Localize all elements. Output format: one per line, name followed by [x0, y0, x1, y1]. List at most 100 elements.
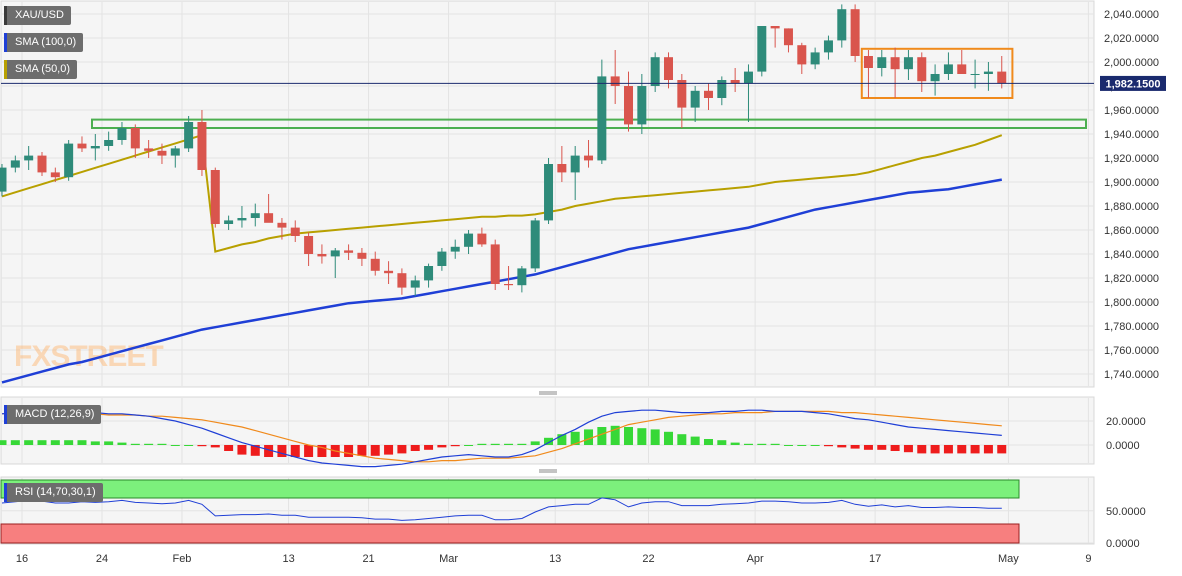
macd-histogram-bar [0, 440, 7, 445]
candle-body [437, 251, 447, 266]
macd-histogram-bar [877, 445, 887, 450]
macd-histogram-bar [983, 445, 993, 454]
sma100-legend[interactable]: SMA (100,0) [4, 33, 84, 52]
macd-histogram-bar [477, 443, 487, 445]
candle-body [210, 170, 220, 224]
macd-histogram-bar [903, 445, 913, 453]
macd-histogram-bar [304, 445, 314, 457]
macd-histogram-bar [610, 425, 620, 445]
price-tick-label: 1,900.0000 [1104, 177, 1159, 189]
rsi-oversold-zone [0, 523, 1020, 544]
macd-histogram-bar [797, 445, 807, 446]
macd-histogram-bar [517, 443, 527, 445]
macd-pane [0, 396, 1095, 465]
macd-histogram-bar [717, 440, 727, 445]
candle-body [610, 76, 620, 86]
macd-histogram-bar [410, 445, 420, 451]
candle-body [757, 26, 767, 72]
candle-body [624, 86, 634, 125]
macd-histogram-bar [10, 440, 20, 445]
macd-histogram-bar [837, 445, 847, 448]
symbol-label[interactable]: XAU/USD [4, 6, 71, 25]
macd-histogram-bar [504, 443, 514, 445]
candle-body [770, 26, 780, 29]
rsi-tick-label: 50.0000 [1106, 506, 1146, 518]
rsi-legend[interactable]: RSI (14,70,30,1) [4, 483, 103, 502]
candle-body [37, 155, 47, 173]
price-tick-label: 1,860.0000 [1104, 225, 1159, 237]
sma-layer [1, 133, 1003, 384]
macd-histogram-bar [64, 440, 74, 445]
macd-histogram-bar [850, 445, 860, 449]
candle-body [250, 213, 260, 218]
rsi-overbought-zone [0, 479, 1020, 499]
candles [0, 4, 1007, 296]
candle-body [157, 150, 167, 156]
candle-body [690, 90, 700, 108]
symbol-text: XAU/USD [15, 9, 64, 21]
macd-histogram-bar [104, 441, 114, 445]
time-tick-label: 17 [869, 553, 881, 565]
price-tick-label: 1,960.0000 [1104, 105, 1159, 117]
candle-body [224, 220, 234, 224]
macd-histogram-bar [970, 445, 980, 454]
macd-histogram-bar [90, 441, 100, 445]
candle-body [410, 280, 420, 288]
time-tick-label: Feb [172, 553, 191, 565]
candle-body [650, 57, 660, 86]
macd-histogram-bar [943, 445, 953, 454]
candle-body [584, 155, 594, 161]
macd-histogram-bar [170, 445, 180, 446]
candle-body [370, 258, 380, 271]
candle-body [90, 146, 100, 149]
macd-histogram-bar [703, 439, 713, 445]
macd-histogram-bar [823, 445, 833, 447]
price-tick-label: 1,840.0000 [1104, 249, 1159, 261]
macd-histogram-bar [24, 440, 34, 445]
candle-body [117, 128, 127, 140]
candle-body [0, 167, 7, 192]
time-tick-label: 16 [16, 553, 28, 565]
macd-histogram-bar [157, 443, 167, 445]
candle-body [797, 45, 807, 65]
sma50-legend[interactable]: SMA (50,0) [4, 60, 78, 79]
candle-body [557, 164, 567, 173]
sma50-line [1, 133, 1003, 253]
rsi-axis: 0.0000 50.0000 [1106, 506, 1146, 550]
candle-body [730, 80, 740, 84]
candle-body [490, 244, 500, 284]
macd-histogram-bar [690, 436, 700, 445]
trading-range-annotation [860, 47, 1014, 99]
candle-body [970, 74, 980, 75]
candle-body [10, 160, 20, 168]
rsi-tick-label: 0.0000 [1106, 538, 1140, 550]
price-tick-label: 1,740.0000 [1104, 369, 1159, 381]
macd-histogram-bar [890, 445, 900, 451]
candle-body [64, 143, 74, 178]
candle-body [464, 233, 474, 247]
macd-histogram-bar [384, 445, 394, 455]
price-tick-label: 2,000.0000 [1104, 57, 1159, 69]
candle-body [997, 71, 1007, 84]
macd-legend[interactable]: MACD (12,26,9) [4, 405, 102, 424]
candle-body [530, 220, 540, 269]
macd-resize-handle[interactable] [539, 391, 557, 395]
time-tick-label: Apr [747, 553, 764, 565]
macd-histogram-bar [557, 434, 567, 445]
price-tick-label: 2,020.0000 [1104, 33, 1159, 45]
macd-histogram-bar [144, 443, 154, 445]
macd-histogram-bar [544, 437, 554, 445]
last-price-tag: 1,982.1500 [1100, 75, 1166, 91]
macd-histogram-bar [237, 445, 247, 455]
candle-body [850, 9, 860, 56]
macd-histogram-bar [370, 445, 380, 456]
candle-body [664, 57, 673, 80]
macd-layer [0, 409, 1007, 468]
rsi-resize-handle[interactable] [539, 469, 557, 473]
price-tick-label: 1,800.0000 [1104, 297, 1159, 309]
candle-body [170, 148, 180, 156]
candle-body [957, 64, 967, 74]
support-zone-annotation [91, 118, 1087, 129]
candle-body [24, 155, 34, 161]
macd-histogram-bar [397, 445, 407, 454]
